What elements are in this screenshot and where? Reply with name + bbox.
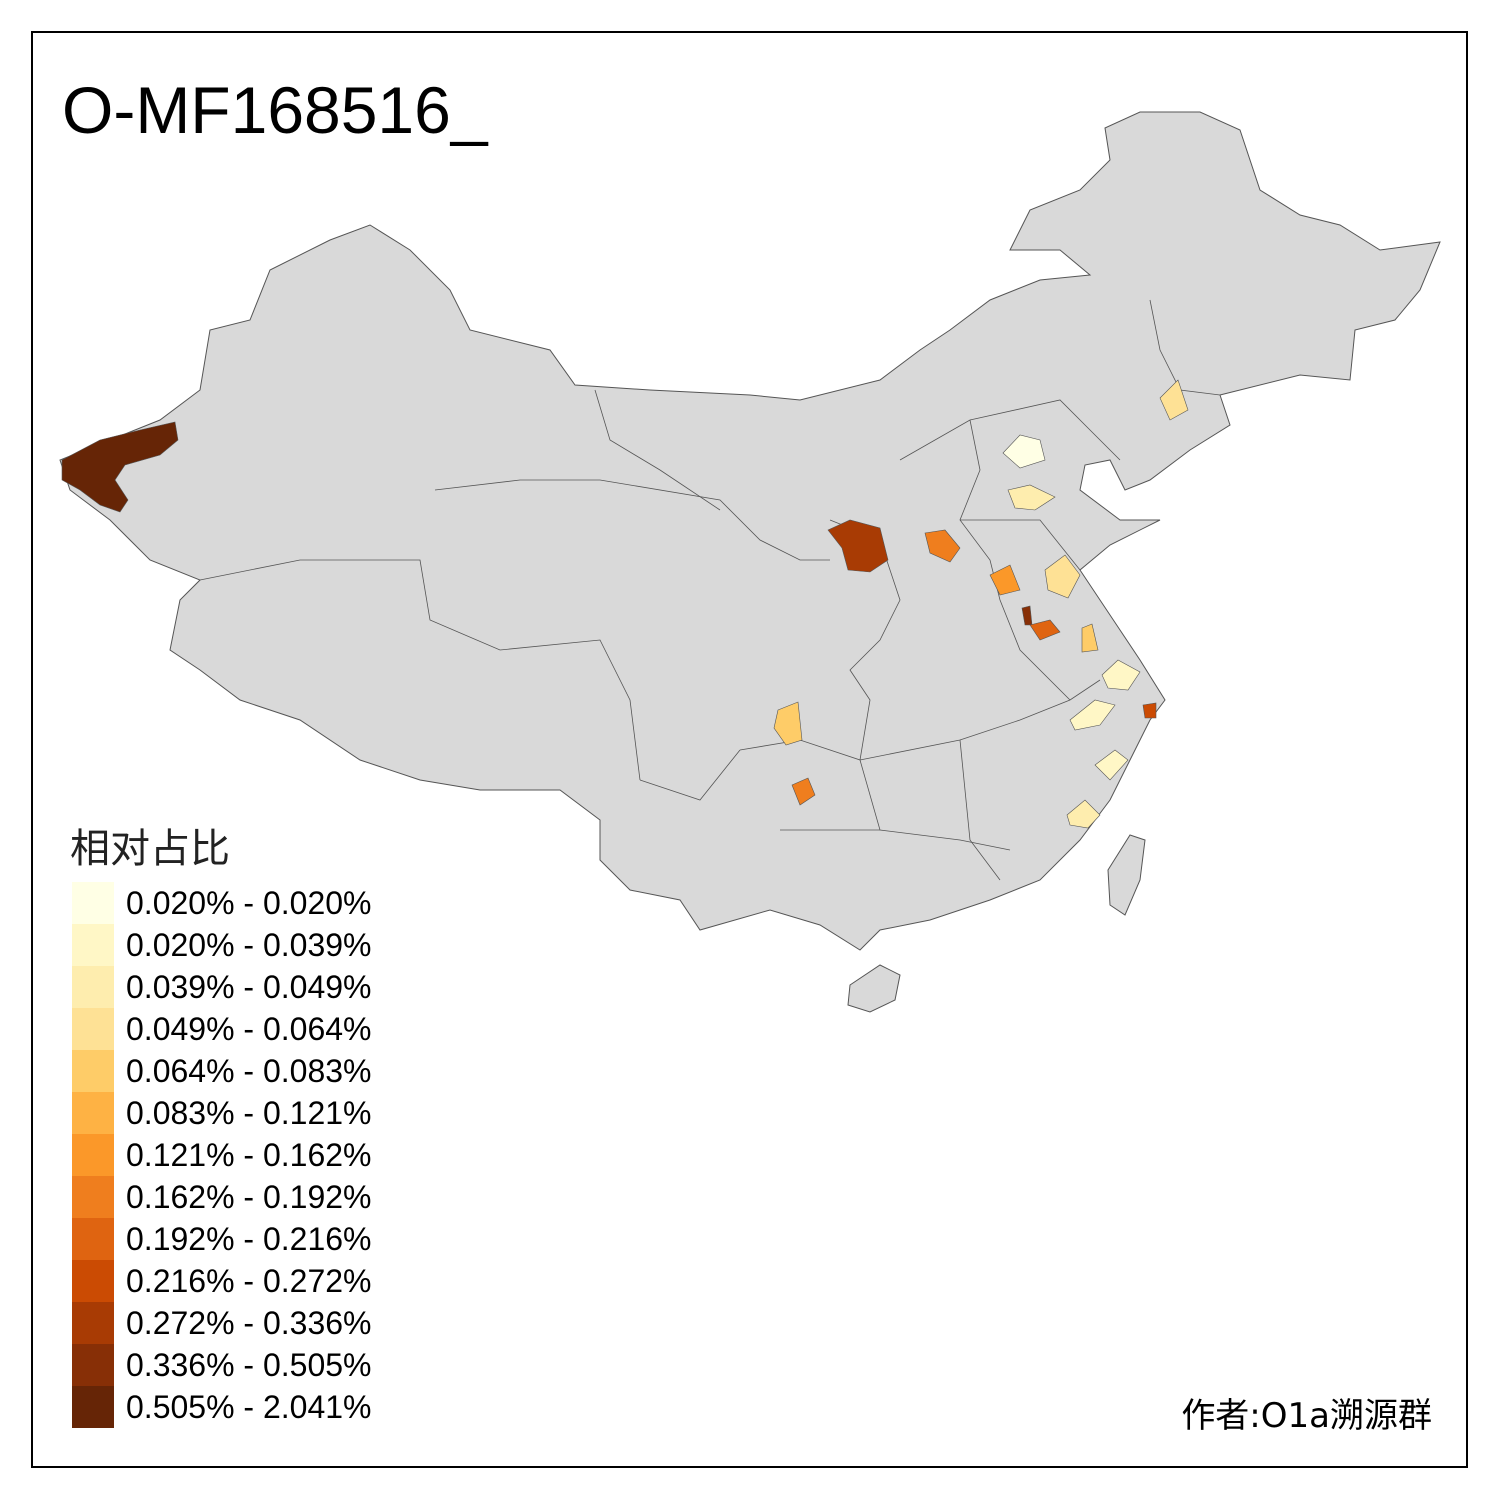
map-title: O-MF168516_ <box>62 73 488 147</box>
legend-label: 0.020% - 0.020% <box>126 884 372 921</box>
legend-label: 0.020% - 0.039% <box>126 926 372 963</box>
legend-swatch <box>72 1134 114 1176</box>
legend-item: 0.083% - 0.121% <box>72 1092 372 1134</box>
region-beijing <box>1002 434 1046 469</box>
legend-label: 0.216% - 0.272% <box>126 1262 372 1299</box>
legend-title: 相对占比 <box>70 826 230 872</box>
legend-label: 0.192% - 0.216% <box>126 1220 372 1257</box>
legend-swatch <box>72 1302 114 1344</box>
region-guizhou <box>791 777 816 806</box>
region-shanghai-area <box>1101 659 1141 691</box>
region-xinjiang-west <box>61 421 179 513</box>
legend-label: 0.162% - 0.192% <box>126 1178 372 1215</box>
legend-label: 0.272% - 0.336% <box>126 1304 372 1341</box>
legend-item: 0.064% - 0.083% <box>72 1050 372 1092</box>
legend-swatch <box>72 924 114 966</box>
region-zhejiang <box>1069 699 1116 731</box>
region-jiangsu <box>1081 623 1099 653</box>
legend-item: 0.505% - 2.041% <box>72 1386 372 1428</box>
legend-item: 0.020% - 0.020% <box>72 882 372 924</box>
region-liaoning <box>1159 379 1189 421</box>
legend-label: 0.049% - 0.064% <box>126 1010 372 1047</box>
legend-swatch <box>72 1092 114 1134</box>
legend-item: 0.192% - 0.216% <box>72 1218 372 1260</box>
legend-swatch <box>72 966 114 1008</box>
legend-label: 0.064% - 0.083% <box>126 1052 372 1089</box>
legend-label: 0.121% - 0.162% <box>126 1136 372 1173</box>
region-hebei-south <box>989 564 1021 596</box>
legend-item: 0.039% - 0.049% <box>72 966 372 1008</box>
legend-item: 0.336% - 0.505% <box>72 1344 372 1386</box>
legend-label: 0.505% - 2.041% <box>126 1388 372 1425</box>
legend-swatch <box>72 1386 114 1428</box>
region-shanxi <box>924 529 961 563</box>
author-credit: 作者:O1a溯源群 <box>1181 1396 1432 1436</box>
region-shaanxi-north <box>827 519 889 573</box>
legend-swatch <box>72 1050 114 1092</box>
legend-item: 0.272% - 0.336% <box>72 1302 372 1344</box>
region-henan-2 <box>1029 619 1061 641</box>
map-frame <box>31 31 1468 1468</box>
legend-label: 0.083% - 0.121% <box>126 1094 372 1131</box>
region-fills <box>61 379 1189 829</box>
region-sichuan <box>773 701 803 746</box>
legend-swatch <box>72 1260 114 1302</box>
legend-item: 0.049% - 0.064% <box>72 1008 372 1050</box>
taiwan-island <box>1107 834 1146 916</box>
legend-swatch <box>72 1176 114 1218</box>
legend-item: 0.121% - 0.162% <box>72 1134 372 1176</box>
region-shandong <box>1044 554 1081 599</box>
region-fujian-north <box>1094 749 1129 781</box>
region-fujian-south <box>1066 799 1101 829</box>
region-tianjin <box>1007 484 1056 511</box>
legend-swatch <box>72 1218 114 1260</box>
region-shanghai <box>1142 702 1157 719</box>
legend-label: 0.039% - 0.049% <box>126 968 372 1005</box>
legend-label: 0.336% - 0.505% <box>126 1346 372 1383</box>
province-borders <box>199 299 1221 881</box>
legend-swatch <box>72 1008 114 1050</box>
legend: 0.020% - 0.020% 0.020% - 0.039% 0.039% - 0… <box>72 882 372 1428</box>
legend-item: 0.216% - 0.272% <box>72 1260 372 1302</box>
legend-swatch <box>72 1344 114 1386</box>
china-outline <box>59 111 1441 951</box>
legend-swatch <box>72 882 114 924</box>
legend-item: 0.020% - 0.039% <box>72 924 372 966</box>
legend-item: 0.162% - 0.192% <box>72 1176 372 1218</box>
hainan-island <box>847 964 901 1013</box>
